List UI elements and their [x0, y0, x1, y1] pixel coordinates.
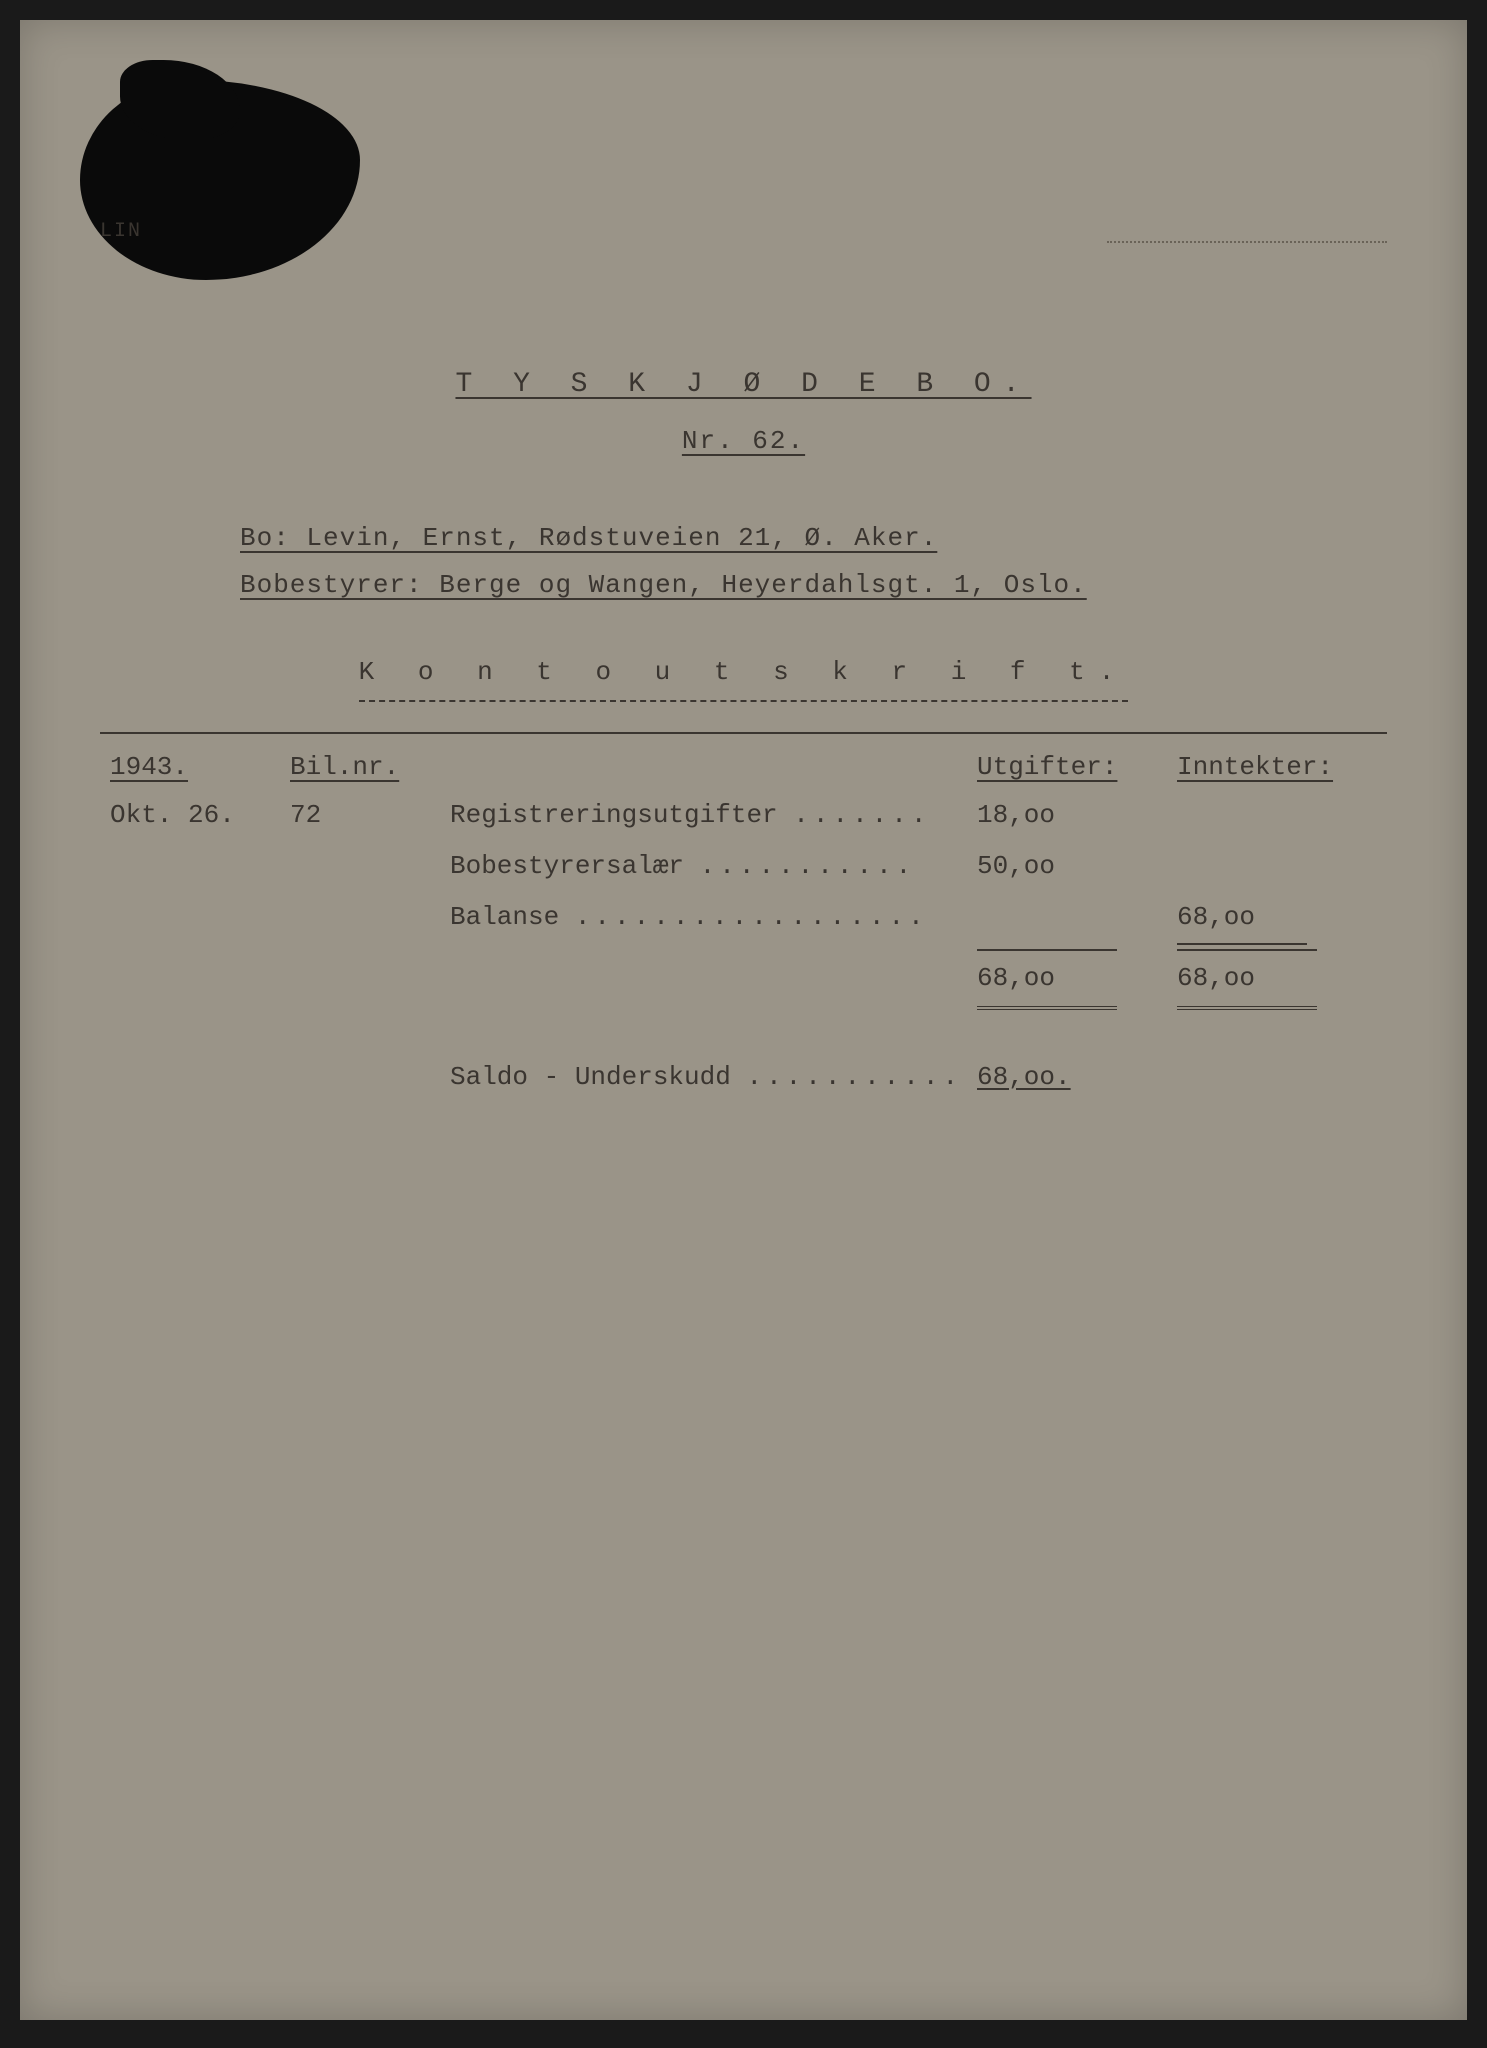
title-main: T Y S K J Ø D E B O. — [455, 360, 1031, 410]
cell-desc: Registreringsutgifter ....... — [450, 792, 977, 839]
col-utgifter: Utgifter: — [977, 744, 1177, 791]
totals-row: 68,oo 68,oo — [100, 947, 1387, 1012]
section-title-block: K o n t o u t s k r i f t. — [100, 649, 1387, 702]
cell-desc: Balanse .................. — [450, 894, 977, 945]
header-markers: LIN — [100, 220, 1387, 243]
section-title: K o n t o u t s k r i f t. — [359, 649, 1129, 702]
cell-inntekter — [1177, 792, 1377, 839]
document-page: LIN T Y S K J Ø D E B O. Nr. 62. Bo: Lev… — [20, 20, 1467, 2020]
cell-inntekter — [1177, 843, 1377, 890]
table-row: Okt. 26. 72 Registreringsutgifter ......… — [100, 790, 1387, 841]
header-right-line — [1107, 220, 1387, 243]
col-spacer — [450, 744, 977, 791]
table-row: Bobestyrersalær ........... 50,oo — [100, 841, 1387, 892]
col-bilag: Bil.nr. — [290, 744, 450, 791]
title-block: T Y S K J Ø D E B O. Nr. 62. — [100, 360, 1387, 465]
cell-utgifter — [977, 894, 1177, 945]
total-utgifter: 68,oo — [977, 949, 1177, 1010]
cell-date — [110, 843, 290, 890]
saldo-row: Saldo - Underskudd ........... 68,oo. — [100, 1052, 1387, 1103]
table-header: 1943. Bil.nr. Utgifter: Inntekter: — [100, 744, 1387, 791]
saldo-value: 68,oo. — [977, 1054, 1177, 1101]
info-block: Bo: Levin, Ernst, Rødstuveien 21, Ø. Ake… — [240, 515, 1387, 609]
cell-bilag — [290, 843, 450, 890]
col-year: 1943. — [110, 744, 290, 791]
divider-line — [100, 732, 1387, 734]
ledger-table: 1943. Bil.nr. Utgifter: Inntekter: Okt. … — [100, 744, 1387, 1103]
header-left-text: LIN — [100, 220, 142, 243]
cell-bilag: 72 — [290, 792, 450, 839]
cell-date — [110, 894, 290, 945]
cell-utgifter: 18,oo — [977, 792, 1177, 839]
total-inntekter: 68,oo — [1177, 949, 1377, 1010]
cell-bilag — [290, 894, 450, 945]
title-number: Nr. 62. — [682, 418, 805, 465]
col-inntekter: Inntekter: — [1177, 744, 1377, 791]
cell-date: Okt. 26. — [110, 792, 290, 839]
info-bo: Bo: Levin, Ernst, Rødstuveien 21, Ø. Ake… — [240, 523, 937, 553]
info-bobestyrer: Bobestyrer: Berge og Wangen, Heyerdahlsg… — [240, 570, 1087, 600]
document-content: T Y S K J Ø D E B O. Nr. 62. Bo: Levin, … — [100, 360, 1387, 1102]
cell-desc: Bobestyrersalær ........... — [450, 843, 977, 890]
cell-inntekter: 68,oo — [1177, 894, 1377, 945]
page-damage-blot — [80, 80, 360, 280]
cell-utgifter: 50,oo — [977, 843, 1177, 890]
saldo-desc: Saldo - Underskudd ........... — [450, 1054, 977, 1101]
table-row: Balanse .................. 68,oo — [100, 892, 1387, 947]
